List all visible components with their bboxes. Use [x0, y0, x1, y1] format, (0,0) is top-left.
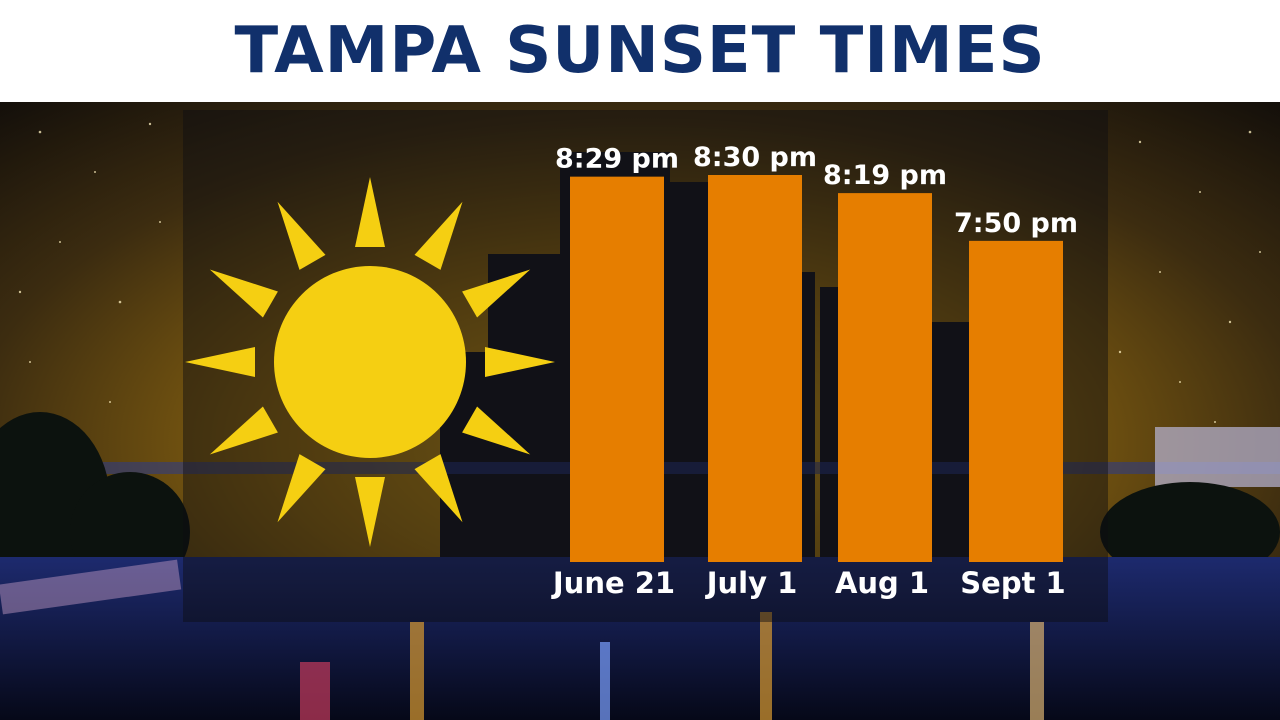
sun-icon: [185, 177, 555, 547]
sun-ray: [209, 269, 278, 318]
sun-ray: [277, 454, 326, 523]
bar-value-label: 8:19 pm: [823, 160, 947, 191]
bar: [838, 193, 932, 562]
bar: [708, 175, 802, 562]
sun-ray: [485, 347, 555, 377]
sun-ray: [355, 477, 385, 547]
sun-ray: [185, 347, 255, 377]
sun-ray: [462, 269, 531, 318]
bar-value-label: 8:29 pm: [555, 144, 679, 175]
category-label: Aug 1: [835, 566, 929, 600]
category-label: Sept 1: [960, 566, 1065, 600]
category-label: July 1: [705, 566, 798, 600]
bar-value-label: 8:30 pm: [693, 142, 817, 173]
sun-ray: [277, 201, 326, 270]
sun-ray: [414, 201, 463, 270]
page-title: TAMPA SUNSET TIMES: [234, 14, 1046, 88]
bar: [969, 240, 1063, 562]
sun-ray: [462, 406, 531, 455]
sun-ray: [414, 454, 463, 523]
category-label: June 21: [551, 566, 675, 600]
sun-ray: [355, 177, 385, 247]
bar: [570, 176, 664, 563]
title-bar: TAMPA SUNSET TIMES: [0, 0, 1280, 102]
sun-ray: [209, 406, 278, 455]
bar-value-label: 7:50 pm: [954, 208, 1078, 239]
